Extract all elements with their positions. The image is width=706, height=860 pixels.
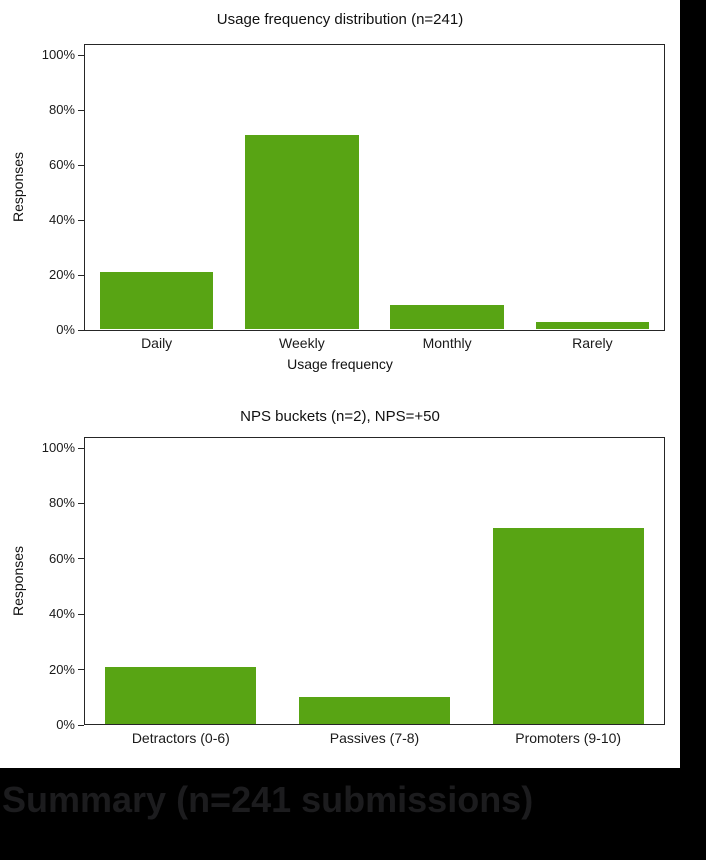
y-axis-label: Responses — [10, 545, 26, 617]
y-tick-mark — [78, 724, 84, 726]
y-tick-label: 20% — [48, 661, 75, 677]
chart-title: NPS buckets (n=2), NPS=+50 — [240, 408, 440, 425]
chart-title: Usage frequency distribution (n=241) — [216, 11, 464, 28]
y-tick-label: 0% — [56, 717, 75, 732]
y-tick-mark — [78, 329, 84, 331]
y-tick-label: 20% — [48, 267, 75, 282]
y-tick-label: 60% — [48, 157, 75, 172]
bar-weekly — [245, 134, 359, 329]
y-tick-mark — [78, 447, 84, 449]
x-category-label: Promoters (9-10) — [515, 730, 622, 746]
y-tick-label: 80% — [48, 495, 75, 511]
figure-background: Usage frequency distribution (n=241) Res… — [0, 0, 680, 768]
x-category-label: Weekly — [279, 335, 325, 351]
y-tick-mark — [78, 274, 84, 276]
x-category-label: Daily — [141, 335, 173, 351]
y-tick-label: 100% — [41, 440, 75, 456]
y-tick-label: 60% — [48, 550, 75, 566]
x-category-label: Rarely — [572, 335, 613, 351]
bar-promoters-9-10 — [492, 528, 644, 724]
y-tick-mark — [78, 109, 84, 111]
y-tick-mark — [78, 669, 84, 671]
x-axis-label: Usage frequency — [287, 356, 393, 372]
y-axis-label: Responses — [10, 151, 26, 223]
y-tick-label: 100% — [41, 47, 75, 62]
y-tick-mark — [78, 219, 84, 221]
y-tick-mark — [78, 502, 84, 504]
y-tick-label: 80% — [48, 102, 75, 117]
bar-detractors-0-6 — [105, 666, 257, 724]
summary-heading: Summary (n=241 submissions) — [2, 779, 534, 820]
bar-rarely — [535, 321, 649, 329]
bar-daily — [99, 272, 214, 329]
y-tick-label: 40% — [48, 606, 75, 622]
x-category-label: Detractors (0-6) — [131, 730, 230, 746]
bar-monthly — [390, 305, 504, 329]
bar-passives-7-8 — [298, 697, 451, 724]
y-tick-mark — [78, 613, 84, 615]
y-tick-label: 40% — [48, 212, 75, 227]
y-tick-mark — [78, 54, 84, 56]
y-tick-label: 0% — [56, 322, 75, 337]
x-category-label: Monthly — [422, 335, 472, 351]
x-category-label: Passives (7-8) — [329, 730, 420, 746]
y-tick-mark — [78, 164, 84, 166]
y-tick-mark — [78, 558, 84, 560]
